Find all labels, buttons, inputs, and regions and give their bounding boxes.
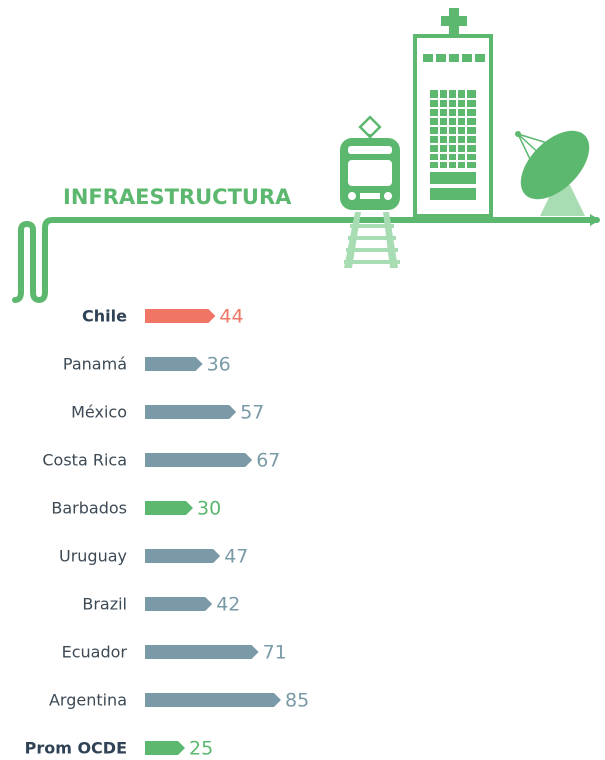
category-label: Brazil xyxy=(82,595,127,614)
category-label: Chile xyxy=(82,307,127,326)
value-label: 71 xyxy=(263,642,287,664)
bar xyxy=(145,741,185,755)
bar xyxy=(145,501,193,515)
value-label: 57 xyxy=(240,402,264,424)
bar xyxy=(145,453,253,467)
value-label: 30 xyxy=(197,498,221,520)
value-label: 42 xyxy=(216,594,240,616)
illustration xyxy=(12,8,600,304)
bar xyxy=(145,405,237,419)
bar xyxy=(145,549,221,563)
category-label: Panamá xyxy=(63,355,127,374)
bar xyxy=(145,309,216,323)
value-label: 47 xyxy=(224,546,248,568)
category-label: Prom OCDE xyxy=(25,739,127,758)
bar xyxy=(145,645,259,659)
chart-title: INFRAESTRUCTURA xyxy=(63,185,292,209)
category-label: Barbados xyxy=(51,499,127,518)
bar xyxy=(145,597,213,611)
bar xyxy=(145,693,281,707)
bar xyxy=(145,357,203,371)
value-label: 36 xyxy=(207,354,231,376)
value-label: 44 xyxy=(219,306,243,328)
category-label: Costa Rica xyxy=(42,451,127,470)
value-label: 25 xyxy=(189,738,213,760)
category-label: México xyxy=(71,403,127,422)
category-label: Argentina xyxy=(49,691,127,710)
category-label: Ecuador xyxy=(62,643,128,662)
value-label: 85 xyxy=(285,690,309,712)
value-label: 67 xyxy=(256,450,280,472)
category-label: Uruguay xyxy=(59,547,127,566)
